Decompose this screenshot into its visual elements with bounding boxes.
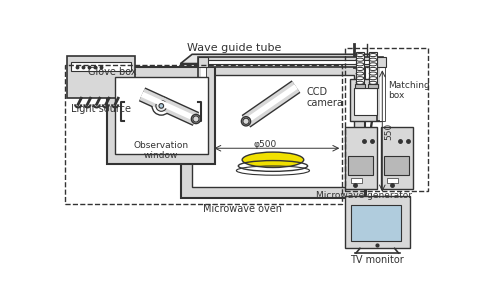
- Bar: [201, 66, 206, 121]
- Bar: [380, 66, 384, 121]
- Text: Microwave oven: Microwave oven: [203, 204, 282, 214]
- Circle shape: [243, 118, 249, 124]
- Text: φ500: φ500: [253, 140, 277, 149]
- Bar: [108, 67, 215, 164]
- Bar: [345, 48, 428, 191]
- Circle shape: [159, 104, 164, 108]
- Ellipse shape: [242, 152, 304, 167]
- Bar: [201, 60, 380, 64]
- Bar: [368, 84, 378, 88]
- Bar: [348, 156, 373, 175]
- Bar: [192, 75, 354, 187]
- Bar: [351, 205, 401, 241]
- Text: Wave guide tube: Wave guide tube: [187, 43, 282, 53]
- Text: Microwave generator: Microwave generator: [316, 191, 412, 200]
- Circle shape: [152, 97, 170, 115]
- Circle shape: [193, 116, 199, 122]
- Bar: [354, 88, 377, 115]
- Bar: [198, 66, 206, 121]
- Text: Glove box: Glove box: [88, 67, 137, 77]
- Bar: [345, 196, 410, 248]
- Bar: [351, 178, 362, 183]
- Bar: [198, 57, 207, 66]
- Bar: [180, 63, 365, 198]
- Bar: [198, 57, 383, 66]
- Bar: [356, 52, 364, 87]
- Bar: [377, 57, 386, 66]
- Bar: [384, 156, 409, 175]
- Text: Light source: Light source: [71, 104, 131, 114]
- Bar: [67, 56, 135, 98]
- Polygon shape: [180, 54, 377, 63]
- Text: Matching
box: Matching box: [388, 81, 430, 100]
- Bar: [71, 62, 131, 71]
- Circle shape: [192, 114, 201, 124]
- Bar: [345, 127, 377, 189]
- Circle shape: [156, 101, 167, 111]
- Bar: [377, 66, 384, 121]
- Bar: [65, 65, 342, 204]
- Text: 550: 550: [384, 123, 393, 140]
- Bar: [355, 84, 365, 88]
- Bar: [387, 178, 398, 183]
- Circle shape: [241, 117, 251, 126]
- Bar: [381, 127, 413, 189]
- Bar: [115, 77, 207, 154]
- Bar: [350, 79, 381, 121]
- Bar: [369, 52, 377, 87]
- Polygon shape: [365, 54, 377, 198]
- Text: CCD
camera: CCD camera: [306, 87, 343, 108]
- Text: Observation
window: Observation window: [134, 141, 189, 160]
- Text: TV monitor: TV monitor: [350, 254, 404, 264]
